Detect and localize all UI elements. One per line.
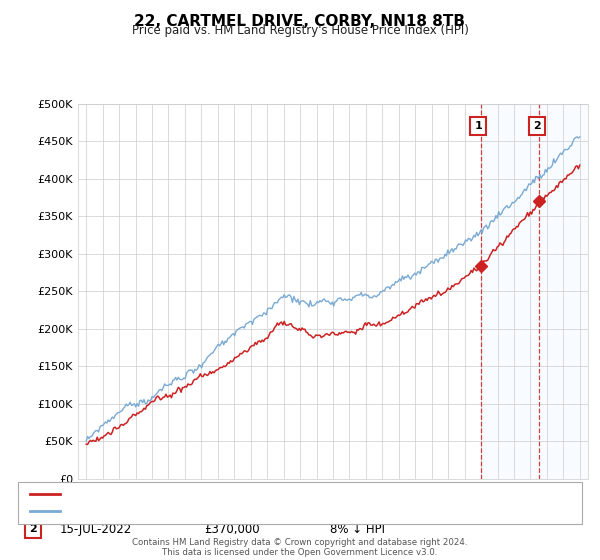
Text: 15-JUL-2022: 15-JUL-2022 — [60, 522, 132, 536]
Text: 1: 1 — [29, 507, 37, 517]
Text: Contains HM Land Registry data © Crown copyright and database right 2024.
This d: Contains HM Land Registry data © Crown c… — [132, 538, 468, 557]
Text: 14% ↓ HPI: 14% ↓ HPI — [330, 506, 392, 519]
Text: 2: 2 — [29, 524, 37, 534]
Text: 22, CARTMEL DRIVE, CORBY, NN18 8TB (detached house): 22, CARTMEL DRIVE, CORBY, NN18 8TB (deta… — [66, 489, 386, 500]
Bar — [481, 104, 588, 479]
Text: 22, CARTMEL DRIVE, CORBY, NN18 8TB: 22, CARTMEL DRIVE, CORBY, NN18 8TB — [134, 14, 466, 29]
Text: 2: 2 — [533, 121, 541, 131]
Text: HPI: Average price, detached house, North Northamptonshire: HPI: Average price, detached house, Nort… — [66, 506, 409, 516]
Text: 1: 1 — [474, 121, 482, 131]
Text: 8% ↓ HPI: 8% ↓ HPI — [330, 522, 385, 536]
Text: Price paid vs. HM Land Registry's House Price Index (HPI): Price paid vs. HM Land Registry's House … — [131, 24, 469, 36]
Text: £370,000: £370,000 — [204, 522, 260, 536]
Text: £283,995: £283,995 — [204, 506, 260, 519]
Text: 21-DEC-2018: 21-DEC-2018 — [60, 506, 138, 519]
